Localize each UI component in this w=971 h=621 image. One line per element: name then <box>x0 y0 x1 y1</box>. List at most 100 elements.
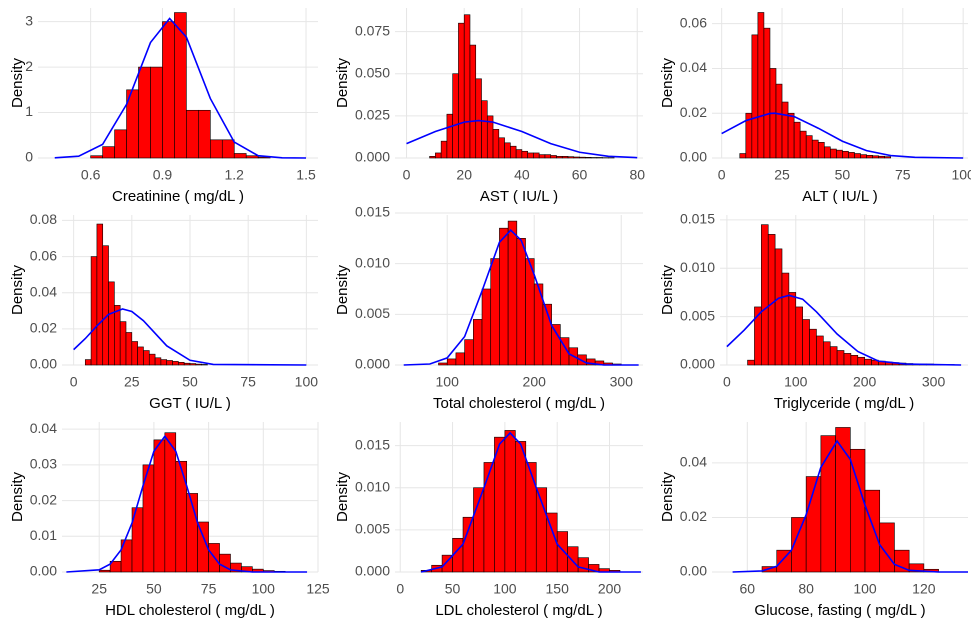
bar <box>138 66 151 159</box>
bar <box>787 112 795 159</box>
bar <box>90 256 98 366</box>
x-axis-title: AST ( IU/L ) <box>480 188 558 205</box>
y-tick-label: 0.00 <box>680 563 707 579</box>
x-tick-label: 25 <box>124 374 140 390</box>
bar <box>781 272 790 366</box>
y-tick-label: 0.005 <box>355 305 390 321</box>
bar <box>515 149 523 159</box>
x-axis-title: Total cholesterol ( mg/dL ) <box>433 395 605 412</box>
bar <box>788 292 797 366</box>
bar <box>494 436 506 573</box>
bar <box>860 154 867 159</box>
y-tick-label: 0.06 <box>680 14 707 30</box>
bar <box>464 339 474 366</box>
bar <box>525 462 537 573</box>
bar <box>781 101 789 159</box>
x-tick-label: 0 <box>723 374 731 390</box>
density-curve <box>406 119 638 159</box>
bar <box>556 531 568 573</box>
bar <box>475 78 482 159</box>
bar <box>872 155 879 159</box>
y-tick-label: 0.02 <box>680 104 707 120</box>
bar <box>186 109 199 159</box>
bar <box>843 353 852 366</box>
x-tick-label: 40 <box>514 167 530 183</box>
bar <box>550 155 557 159</box>
bar <box>816 335 824 366</box>
bar <box>245 155 259 159</box>
bar <box>143 350 150 366</box>
bar <box>481 100 488 159</box>
bar <box>96 223 104 366</box>
panel: 0.00 0.01 0.02 0.03 0.04 25 50 75 100 125 HDL chol… <box>9 420 330 619</box>
x-tick-label: 0 <box>70 374 78 390</box>
density-curve <box>721 112 964 159</box>
bar <box>499 227 509 366</box>
x-tick-label: 100 <box>295 374 319 390</box>
bar <box>596 157 603 159</box>
x-tick-label: 0 <box>396 581 404 597</box>
density-curve <box>732 439 968 573</box>
bar <box>795 306 803 366</box>
y-axis-title: Density <box>9 57 26 108</box>
y-axis-title: Density <box>334 57 351 108</box>
x-tick-label: 200 <box>523 374 547 390</box>
bar <box>830 148 837 159</box>
bar <box>836 149 843 159</box>
bar <box>763 27 771 159</box>
y-tick-label: 0.000 <box>355 149 390 165</box>
bar <box>455 352 465 366</box>
bar <box>805 135 813 159</box>
x-tick-label: 100 <box>951 167 971 183</box>
bar <box>198 109 211 159</box>
bar <box>175 460 188 573</box>
bar <box>473 319 483 366</box>
bar <box>585 157 592 159</box>
y-axis-title: Density <box>334 471 351 522</box>
x-tick-label: 0 <box>403 167 411 183</box>
bar <box>429 156 436 159</box>
y-tick-label: 0.00 <box>30 563 57 579</box>
bar <box>767 234 776 366</box>
y-axis-title: Density <box>659 57 676 108</box>
bar <box>440 140 448 159</box>
bar <box>438 362 448 366</box>
y-tick-label: 1 <box>25 103 33 119</box>
bar <box>233 153 247 159</box>
bar <box>507 220 518 366</box>
y-tick-label: 0.00 <box>30 356 57 372</box>
bar <box>102 245 109 366</box>
bar <box>829 346 838 366</box>
x-tick-label: 150 <box>546 581 570 597</box>
bar <box>108 281 115 366</box>
panel: 0.00 0.02 0.04 0.06 0.08 0 25 50 75 100 GGT ( IU/L… <box>9 211 318 412</box>
panel: 0.000 0.005 0.010 0.015 0 100 200 300 Triglyceri… <box>659 211 968 412</box>
y-tick-label: 0.04 <box>680 59 707 75</box>
x-tick-label: 50 <box>835 167 851 183</box>
bar <box>154 357 162 366</box>
bar <box>510 145 517 159</box>
y-tick-label: 0.005 <box>680 307 715 323</box>
y-tick-label: 0.015 <box>355 436 390 452</box>
bar <box>492 129 500 159</box>
bar <box>561 156 569 159</box>
y-tick-label: 0.01 <box>30 527 57 543</box>
bar <box>210 139 223 159</box>
y-tick-label: 0.08 <box>30 211 57 227</box>
bar <box>817 142 825 159</box>
bar <box>567 156 575 159</box>
bar <box>150 66 163 159</box>
density-curve <box>726 294 962 366</box>
bar <box>521 150 528 159</box>
bar <box>878 155 885 159</box>
x-tick-label: 60 <box>740 581 756 597</box>
panel: 0.00 0.02 0.04 0.06 0 25 50 75 100 ALT ( IU/L ) De… <box>659 8 971 205</box>
x-axis-title: ALT ( IU/L ) <box>802 188 878 205</box>
bar <box>811 139 819 159</box>
density-curve <box>54 17 307 159</box>
x-tick-label: 1.5 <box>296 167 316 183</box>
x-tick-label: 75 <box>201 581 217 597</box>
bar <box>747 359 755 366</box>
bar <box>533 152 540 159</box>
bar <box>114 305 121 366</box>
